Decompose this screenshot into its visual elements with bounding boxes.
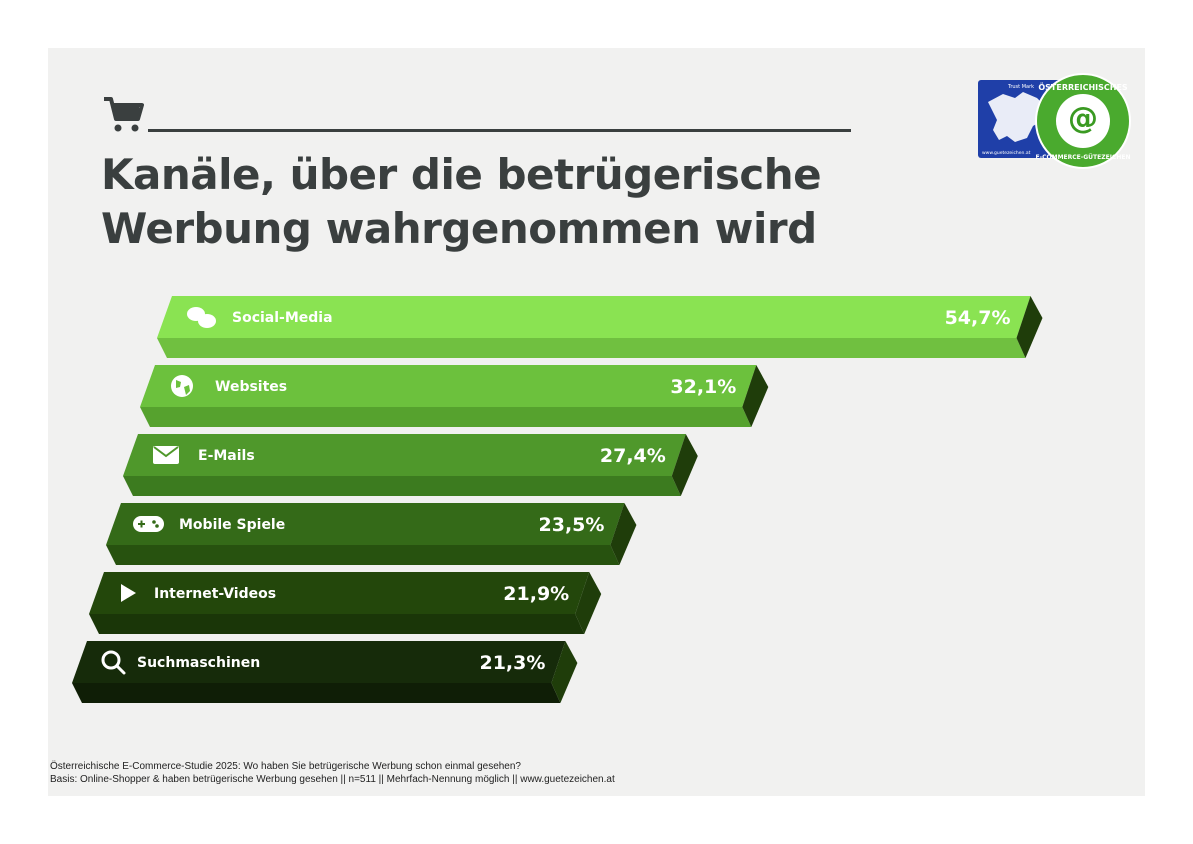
svg-text:www.guetezeichen.at: www.guetezeichen.at bbox=[982, 150, 1031, 156]
bar-suchmaschinen: Suchmaschinen 21,3% bbox=[72, 641, 578, 703]
svg-text:E-COMMERCE-GÜTEZEICHEN: E-COMMERCE-GÜTEZEICHEN bbox=[1036, 154, 1131, 161]
bar-bottom-face bbox=[157, 338, 1026, 358]
bar-label: Internet-Videos bbox=[154, 586, 276, 602]
bar-end-face bbox=[671, 434, 698, 496]
bar-e-mails: E-Mails 27,4% bbox=[123, 434, 698, 496]
bar-end-face bbox=[575, 572, 602, 634]
play-icon bbox=[121, 584, 136, 602]
bar-label: Suchmaschinen bbox=[137, 655, 260, 671]
footer-question: Österreichische E-Commerce-Studie 2025: … bbox=[50, 761, 521, 772]
chat-bubbles-icon bbox=[187, 307, 216, 328]
bar-end-face bbox=[742, 365, 769, 427]
bar-bottom-face bbox=[106, 545, 620, 565]
footer-basis: Basis: Online-Shopper & haben betrügeris… bbox=[50, 774, 615, 785]
bar-value-label: 23,5% bbox=[539, 514, 605, 536]
page-title: Kanäle, über die betrügerische Werbung w… bbox=[101, 148, 822, 256]
bar-label: Social-Media bbox=[232, 310, 333, 326]
bar-bottom-face bbox=[140, 407, 752, 427]
bar-value-label: 21,9% bbox=[503, 583, 569, 605]
bar-label: Mobile Spiele bbox=[179, 517, 285, 533]
shopping-cart-icon bbox=[104, 97, 144, 132]
svg-text:ÖSTERREICHISCHES: ÖSTERREICHISCHES bbox=[1038, 82, 1128, 92]
title-line-2: Werbung wahrgenommen wird bbox=[101, 204, 817, 253]
footer-source: Österreichische E-Commerce-Studie 2025: … bbox=[50, 760, 615, 786]
bar-bottom-face bbox=[123, 476, 681, 496]
bar-end-face bbox=[551, 641, 578, 703]
bar-top-face bbox=[106, 503, 625, 545]
svg-text:@: @ bbox=[1068, 101, 1098, 136]
title-divider bbox=[148, 129, 851, 132]
badge-text: Trust Mark bbox=[1007, 84, 1034, 90]
bar-top-face bbox=[157, 296, 1031, 338]
bar-end-face bbox=[610, 503, 637, 565]
bar-top-face bbox=[89, 572, 590, 614]
bar-value-label: 32,1% bbox=[670, 376, 736, 398]
bar-bottom-face bbox=[89, 614, 585, 634]
bar-bottom-face bbox=[72, 683, 561, 703]
envelope-icon bbox=[153, 446, 179, 464]
bar-top-face bbox=[123, 434, 686, 476]
bar-top-face bbox=[72, 641, 566, 683]
bar-label: Websites bbox=[215, 379, 287, 395]
title-line-1: Kanäle, über die betrügerische bbox=[101, 150, 822, 199]
bar-value-label: 27,4% bbox=[600, 445, 666, 467]
bar-mobile-spiele: Mobile Spiele 23,5% bbox=[106, 503, 637, 565]
search-icon bbox=[101, 650, 126, 675]
bar-social-media: Social-Media 54,7% bbox=[157, 296, 1043, 358]
bar-end-face bbox=[1016, 296, 1043, 358]
bar-label: E-Mails bbox=[198, 448, 255, 464]
globe-icon bbox=[171, 375, 193, 397]
guetezeichen-logo: Trust Mark www.guetezeichen.at @ ÖSTERRE… bbox=[978, 73, 1131, 169]
bar-websites: Websites 32,1% bbox=[140, 365, 769, 427]
bar-top-face bbox=[140, 365, 757, 407]
bar-internet-videos: Internet-Videos 21,9% bbox=[89, 572, 602, 634]
bar-value-label: 21,3% bbox=[479, 652, 545, 674]
gamepad-icon bbox=[133, 516, 164, 532]
bar-value-label: 54,7% bbox=[945, 307, 1011, 329]
